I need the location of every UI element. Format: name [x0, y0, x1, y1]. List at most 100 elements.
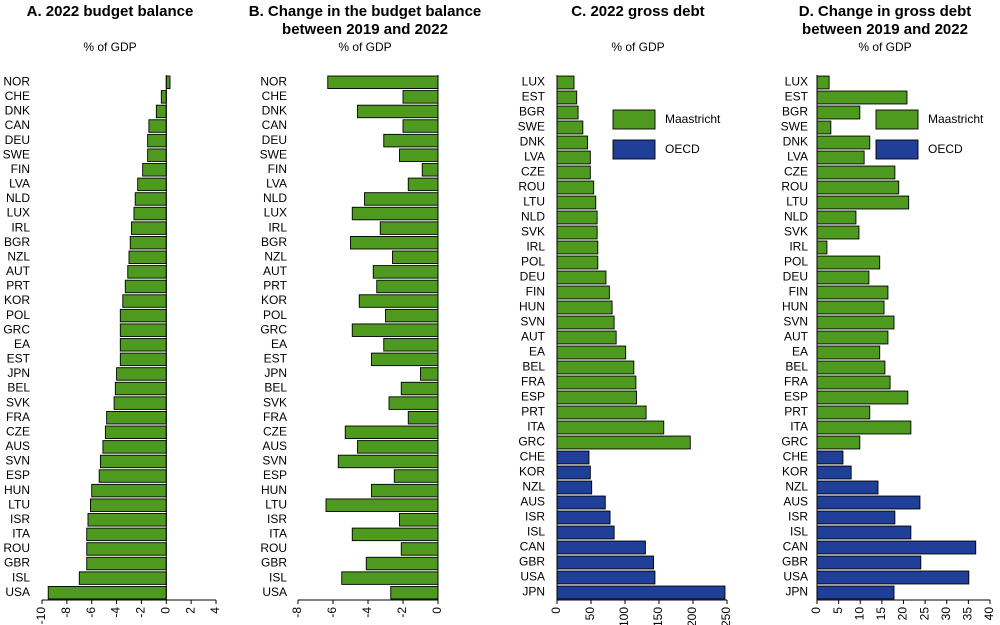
y-tick-label: BGR — [782, 105, 808, 119]
y-tick-label: LUX — [785, 75, 808, 89]
y-tick-label: NLD — [263, 191, 287, 205]
bar — [816, 225, 860, 240]
bar — [91, 483, 167, 498]
y-tick-label: CHE — [5, 89, 30, 103]
y-tick-label: CAN — [5, 118, 30, 132]
bar — [816, 495, 921, 510]
bar — [155, 104, 167, 119]
y-tick-label: CZE — [521, 165, 545, 179]
panel-subtitle: % of GDP — [858, 40, 911, 54]
y-tick-label: BGR — [519, 105, 545, 119]
y-tick-label: PRT — [784, 405, 808, 419]
bar — [556, 525, 615, 540]
bar — [816, 240, 828, 255]
x-tick-label: 100 — [617, 607, 631, 625]
bar — [556, 270, 607, 285]
y-tick-label: EST — [522, 90, 546, 104]
y-tick-label: JPN — [7, 366, 30, 380]
panel-title: between 2019 and 2022 — [282, 21, 448, 38]
y-tick-label: GBR — [782, 555, 808, 569]
y-tick-label: LTU — [786, 195, 808, 209]
bar — [816, 555, 922, 570]
y-tick-label: DNK — [520, 135, 545, 149]
bar — [142, 163, 167, 177]
bar — [383, 133, 439, 148]
bar — [556, 390, 638, 405]
bar — [556, 75, 575, 90]
bar — [102, 440, 167, 454]
y-tick-label: USA — [5, 585, 30, 599]
x-tick-label: 15 — [874, 607, 888, 621]
y-tick-label: ROU — [518, 180, 545, 194]
y-tick-label: ISR — [525, 510, 545, 524]
y-tick-label: LVA — [9, 177, 30, 191]
bar — [556, 330, 617, 345]
panel-subtitle: % of GDP — [83, 40, 136, 54]
y-tick-label: POL — [521, 255, 545, 269]
y-tick-label: KOR — [519, 465, 545, 479]
bar — [119, 352, 167, 367]
bar — [816, 405, 871, 420]
y-tick-label: CZE — [6, 424, 30, 438]
y-tick-label: EST — [264, 352, 288, 366]
y-tick-label: FIN — [11, 162, 30, 176]
y-tick-label: EA — [271, 337, 287, 351]
y-tick-label: FRA — [521, 375, 545, 389]
x-tick-label: 0 — [809, 607, 823, 614]
y-tick-label: USA — [520, 570, 545, 584]
x-tick-label: 0 — [549, 607, 563, 614]
x-tick-label: 4 — [208, 607, 222, 614]
y-tick-label: SVN — [5, 454, 30, 468]
bar — [129, 235, 167, 250]
bar — [816, 510, 896, 525]
y-tick-label: AUT — [521, 330, 546, 344]
bar — [147, 148, 167, 162]
x-tick-label: 35 — [961, 607, 975, 621]
bar — [351, 206, 439, 221]
bar — [556, 585, 726, 600]
y-tick-label: AUS — [5, 439, 30, 453]
bar — [131, 221, 167, 235]
bar — [344, 425, 439, 440]
bar — [816, 150, 865, 165]
panel-subtitle: % of GDP — [611, 40, 664, 54]
bar — [816, 540, 977, 555]
y-tick-label: NOR — [260, 74, 287, 88]
bar — [816, 435, 861, 450]
x-tick-label: -8 — [290, 607, 304, 618]
y-tick-label: LUX — [7, 206, 30, 220]
y-tick-label: ITA — [790, 420, 808, 434]
legend-label: Maastricht — [665, 112, 721, 126]
bar — [160, 90, 167, 104]
bar — [556, 255, 599, 270]
y-tick-label: LVA — [266, 177, 287, 191]
y-tick-label: GBR — [4, 556, 30, 570]
bar — [399, 148, 439, 162]
panel-title: A. 2022 budget balance — [27, 3, 194, 20]
bar — [816, 300, 885, 315]
y-tick-label: ROU — [781, 180, 808, 194]
y-tick-label: FRA — [6, 410, 30, 424]
bar — [816, 420, 912, 435]
bar — [119, 338, 167, 352]
y-tick-label: BGR — [261, 235, 287, 249]
x-tick-label: -2 — [134, 607, 148, 618]
bar — [341, 571, 439, 585]
y-tick-label: FIN — [526, 285, 545, 299]
bar — [556, 345, 627, 360]
bar — [376, 279, 439, 294]
y-tick-label: USA — [783, 570, 808, 584]
bar — [99, 454, 167, 469]
y-tick-label: SWE — [260, 147, 287, 161]
y-tick-label: LTU — [265, 497, 287, 511]
y-tick-label: ITA — [269, 527, 287, 541]
x-tick-label: 20 — [896, 607, 910, 621]
bar — [556, 135, 589, 150]
bar — [113, 396, 167, 410]
panel-title: between 2019 and 2022 — [802, 21, 968, 38]
legend-swatch — [875, 109, 919, 130]
y-tick-label: POL — [263, 308, 287, 322]
y-tick-label: POL — [6, 308, 30, 322]
y-tick-label: ESP — [784, 390, 808, 404]
